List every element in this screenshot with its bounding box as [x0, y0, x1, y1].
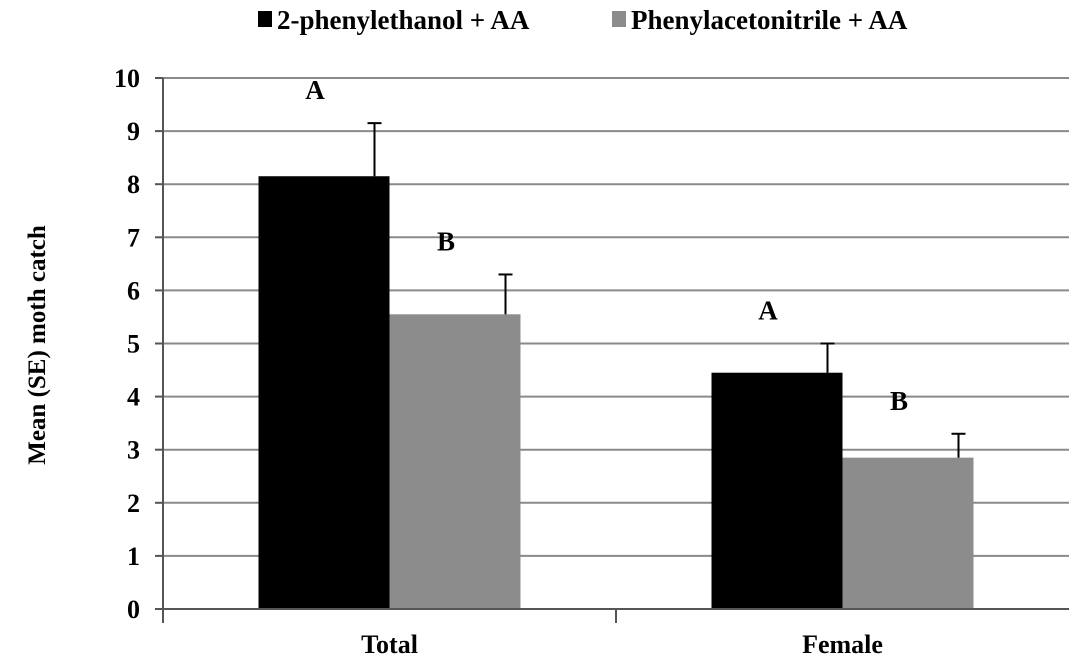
- significance-label-total-series-1: B: [437, 226, 455, 256]
- legend-swatch-0: [258, 11, 272, 27]
- y-tick-label-7: 7: [127, 223, 140, 252]
- y-tick-label-2: 2: [127, 489, 140, 518]
- y-tick-label-5: 5: [127, 330, 140, 359]
- y-axis-ticks: 0 1 2 3 4 5 6 7 8 9 10: [114, 64, 163, 624]
- y-tick-label-4: 4: [127, 383, 140, 412]
- x-axis-categories: Total Female: [361, 630, 883, 659]
- significance-label-female-series-1: B: [890, 386, 908, 416]
- legend: 2-phenylethanol + AA Phenylacetonitrile +…: [258, 5, 908, 35]
- legend-label-0: 2-phenylethanol + AA: [277, 5, 530, 35]
- x-category-label-total: Total: [361, 630, 418, 659]
- y-tick-label-1: 1: [127, 542, 140, 571]
- axes: [162, 78, 1069, 623]
- legend-swatch-1: [612, 11, 626, 27]
- y-tick-label-0: 0: [127, 595, 140, 624]
- significance-label-total-series-0: A: [305, 75, 325, 105]
- y-tick-label-8: 8: [127, 170, 140, 199]
- y-tick-label-9: 9: [127, 117, 140, 146]
- y-axis-label: Mean (SE) moth catch: [24, 225, 51, 465]
- y-tick-label-6: 6: [127, 276, 140, 305]
- bar-female-series-0: [711, 372, 843, 609]
- bar-total-series-0: [258, 176, 390, 610]
- bar-female-series-1: [842, 457, 974, 609]
- bars: A B A B: [258, 75, 974, 610]
- y-tick-label-3: 3: [127, 436, 140, 465]
- significance-label-female-series-0: A: [758, 296, 778, 326]
- y-tick-label-10: 10: [114, 64, 140, 93]
- bar-total-series-1: [389, 314, 521, 609]
- x-category-label-female: Female: [802, 630, 883, 659]
- legend-label-1: Phenylacetonitrile + AA: [631, 5, 908, 35]
